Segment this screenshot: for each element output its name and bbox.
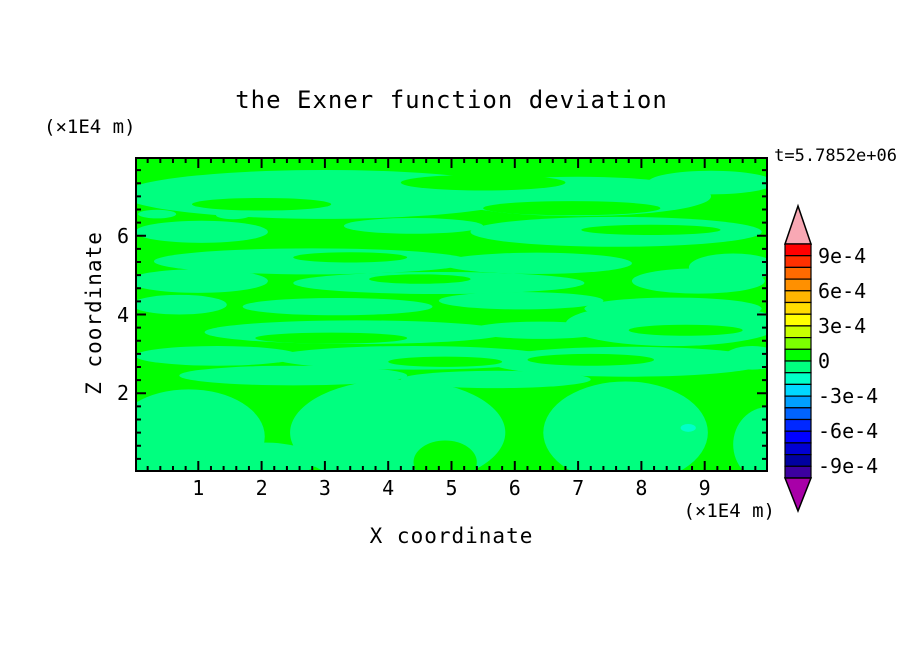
colorbar bbox=[783, 203, 813, 514]
colorbar-label: -9e-4 bbox=[818, 454, 879, 479]
colorbar-segment bbox=[784, 348, 812, 362]
contour-positive-cutout bbox=[191, 197, 332, 211]
contour-negative-blob bbox=[204, 442, 319, 472]
colorbar-segment bbox=[784, 290, 812, 304]
plot-frame bbox=[135, 157, 768, 472]
x-tick-label: 8 bbox=[635, 476, 648, 500]
colorbar-segment bbox=[784, 325, 812, 339]
colorbar-label: 6e-4 bbox=[818, 278, 867, 303]
time-label: t=5.7852e+06 bbox=[774, 146, 897, 166]
colorbar-segment bbox=[784, 243, 812, 257]
contour-positive-cutout bbox=[581, 224, 721, 235]
contour-negative-blob bbox=[647, 170, 768, 195]
colorbar-segment bbox=[784, 465, 812, 479]
contour-positive-cutout bbox=[293, 252, 408, 263]
y-axis-unit-label: (×1E4 m) bbox=[44, 116, 136, 138]
contour-negative-blob bbox=[733, 407, 768, 472]
x-tick-label: 2 bbox=[255, 476, 268, 500]
contour-positive-cutout bbox=[628, 324, 743, 336]
contour-negative-blob bbox=[135, 346, 300, 366]
x-tick-label: 1 bbox=[192, 476, 205, 500]
contour-negative-blob bbox=[343, 218, 484, 234]
contour-positive-cutout bbox=[369, 274, 471, 284]
contour-negative-blob bbox=[442, 252, 632, 274]
y-tick-label: 4 bbox=[116, 302, 129, 327]
contour-positive-cutout bbox=[400, 174, 566, 191]
colorbar-under-arrow bbox=[783, 477, 813, 514]
colorbar-segment bbox=[784, 313, 812, 327]
colorbar-label: 3e-4 bbox=[818, 313, 867, 338]
x-axis-title: X coordinate bbox=[369, 524, 534, 548]
x-tick-label: 9 bbox=[698, 476, 711, 500]
colorbar-label: -6e-4 bbox=[818, 419, 879, 444]
contour-negative-blob bbox=[723, 346, 768, 370]
colorbar-label: 0 bbox=[818, 349, 831, 373]
contour-positive-cutout bbox=[388, 356, 503, 367]
contour-negative-blob bbox=[438, 292, 604, 310]
contour-positive-cutout bbox=[413, 440, 477, 472]
colorbar-label: 9e-4 bbox=[818, 243, 867, 268]
colorbar-segment bbox=[784, 337, 812, 350]
contour-positive-cutout bbox=[483, 201, 661, 216]
plot-title: the Exner function deviation bbox=[235, 86, 668, 114]
colorbar-segment bbox=[784, 407, 812, 421]
contour-negative-blob bbox=[138, 209, 177, 219]
y-axis-title: Z coordinate bbox=[82, 231, 106, 395]
colorbar-segment bbox=[784, 360, 812, 374]
colorbar-segment bbox=[784, 278, 812, 292]
y-tick-label: 2 bbox=[116, 381, 129, 406]
colorbar-segment bbox=[784, 255, 812, 269]
contour-positive-cutout bbox=[255, 332, 408, 344]
colorbar-segment bbox=[784, 372, 812, 385]
colorbar-segment bbox=[784, 383, 812, 397]
contour-negative-blob bbox=[631, 268, 765, 294]
colorbar-label: -3e-4 bbox=[818, 384, 879, 409]
contour-negative-blob bbox=[400, 370, 591, 389]
contour-negative-blob bbox=[135, 294, 227, 315]
contour-negative-blob bbox=[543, 381, 708, 472]
x-tick-label: 7 bbox=[572, 476, 585, 500]
colorbar-segment bbox=[784, 301, 812, 315]
x-tick-label: 4 bbox=[382, 476, 395, 500]
x-tick-label: 3 bbox=[318, 476, 331, 500]
contour-spot bbox=[680, 423, 696, 432]
contour-negative-blob bbox=[216, 211, 251, 220]
x-axis-unit-label: (×1E4 m) bbox=[683, 500, 775, 522]
contour-negative-blob bbox=[470, 321, 610, 339]
contour-plot bbox=[135, 157, 768, 472]
colorbar-segment bbox=[784, 430, 812, 444]
x-tick-label: 5 bbox=[445, 476, 458, 500]
contour-positive-cutout bbox=[527, 353, 655, 366]
colorbar-segment bbox=[784, 266, 812, 280]
contour-negative-blob bbox=[565, 302, 768, 346]
x-tick-label: 6 bbox=[508, 476, 521, 500]
y-tick-label: 6 bbox=[116, 223, 129, 248]
contour-negative-blob bbox=[179, 365, 408, 386]
contour-negative-blob bbox=[135, 220, 268, 243]
colorbar-segment bbox=[784, 454, 812, 467]
contour-negative-blob bbox=[242, 297, 433, 316]
colorbar-segment bbox=[784, 395, 812, 409]
colorbar-segment bbox=[784, 418, 812, 432]
contour-negative-blob bbox=[135, 269, 268, 293]
colorbar-segment bbox=[784, 442, 812, 456]
colorbar-over-arrow bbox=[783, 203, 813, 245]
